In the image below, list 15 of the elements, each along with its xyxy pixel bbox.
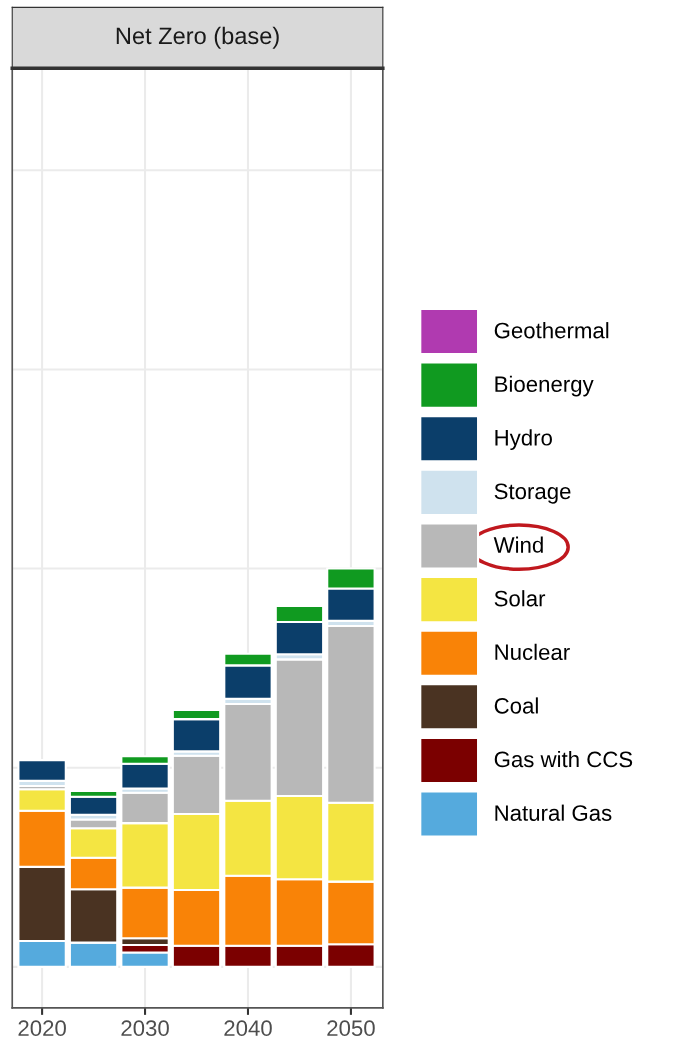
x-tick-label: 2030 — [121, 1020, 169, 1037]
legend-label: Natural Gas — [495, 804, 612, 821]
legend-label: Coal — [494, 697, 538, 714]
legend-label: Hydro — [495, 429, 552, 451]
chart-title: Net Zero (base) — [116, 26, 279, 49]
legend-label: Bioenergy — [495, 375, 594, 397]
legend-label: Storage — [494, 483, 571, 504]
legend-label: Solar — [494, 590, 546, 607]
x-tick-label: 2050 — [327, 1020, 375, 1037]
legend-label: Geothermal — [494, 322, 609, 339]
legend-label: Gas with CCS — [494, 750, 633, 768]
legend-label: Nuclear — [495, 643, 570, 661]
x-tick-label: 2040 — [224, 1020, 272, 1037]
x-tick-label: 2020 — [18, 1020, 66, 1037]
legend-label: Wind — [493, 536, 543, 553]
